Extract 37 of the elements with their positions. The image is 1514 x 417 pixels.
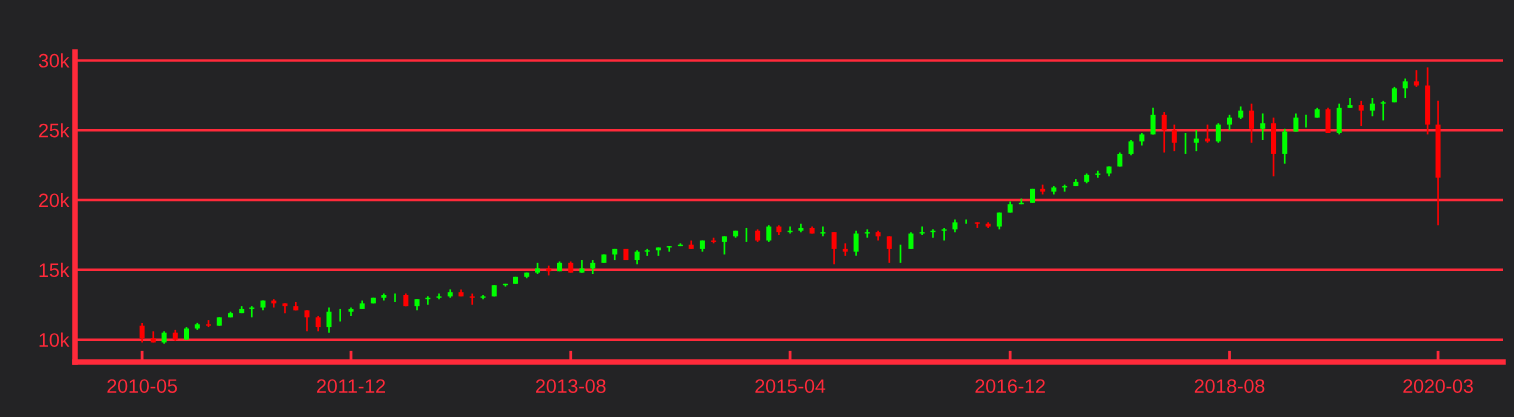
candlestick bbox=[941, 227, 947, 242]
candlestick bbox=[886, 235, 892, 264]
candlestick bbox=[864, 228, 870, 239]
candlestick bbox=[469, 292, 475, 306]
candlestick bbox=[853, 229, 859, 257]
y-tick-label: 20k bbox=[39, 192, 70, 208]
candlestick bbox=[139, 322, 145, 344]
candlestick bbox=[304, 309, 310, 333]
candlestick bbox=[1260, 112, 1266, 141]
x-tick-label: 2011-12 bbox=[317, 379, 385, 393]
candlestick bbox=[1150, 107, 1156, 136]
y-tick-label: 10k bbox=[39, 332, 70, 347]
candlestick bbox=[842, 242, 848, 257]
x-tick-label: 2015-04 bbox=[755, 379, 826, 393]
candlestick bbox=[1171, 123, 1177, 152]
candlestick bbox=[1380, 100, 1386, 122]
x-tick-label: 2013-08 bbox=[536, 379, 606, 393]
candlestick bbox=[1402, 77, 1408, 99]
y-tick-label: 25k bbox=[39, 123, 70, 138]
x-tick-label: 2016-12 bbox=[975, 379, 1045, 393]
x-tick-label: 2020-03 bbox=[1403, 379, 1473, 393]
candlestick bbox=[721, 235, 727, 256]
candlestick bbox=[1358, 100, 1364, 127]
candlestick bbox=[1249, 102, 1255, 144]
candlestick bbox=[1282, 127, 1288, 165]
candlestick bbox=[326, 306, 332, 334]
candlestick bbox=[1369, 97, 1375, 118]
y-tick-label: 15k bbox=[39, 262, 70, 278]
x-tick-label: 2010-05 bbox=[107, 379, 177, 393]
y-tick-label: 30k bbox=[38, 53, 70, 68]
candlestick bbox=[1215, 122, 1221, 144]
x-tick-label: 2018-08 bbox=[1194, 379, 1265, 393]
candlestick bbox=[1325, 107, 1331, 134]
candlestick bbox=[1161, 111, 1167, 154]
candlestick bbox=[1293, 112, 1299, 133]
candlestick bbox=[831, 231, 837, 266]
candlestick bbox=[1193, 129, 1199, 152]
